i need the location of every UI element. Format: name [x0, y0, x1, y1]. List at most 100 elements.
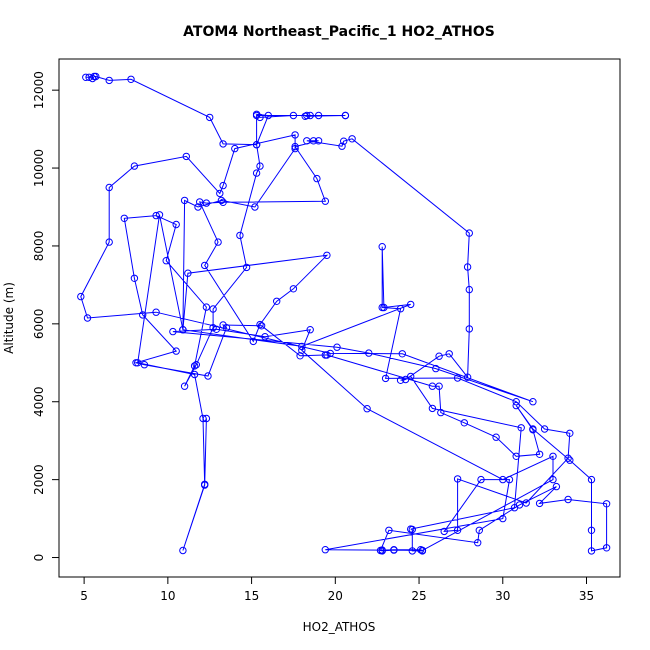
data-point	[77, 292, 85, 301]
y-tick-label: 10000	[32, 149, 46, 187]
data-point	[179, 546, 187, 555]
data-point	[321, 197, 329, 205]
data-point	[602, 500, 611, 508]
data-point	[155, 211, 164, 219]
data-point	[252, 141, 261, 149]
data-point	[298, 346, 306, 354]
data-point	[172, 220, 180, 229]
data-point	[289, 285, 298, 293]
data-point	[216, 189, 224, 198]
data-point	[139, 311, 147, 319]
data-point	[522, 499, 530, 507]
data-point	[463, 263, 472, 271]
data-point	[453, 526, 462, 534]
data-point	[152, 308, 160, 316]
data-point	[251, 203, 259, 211]
data-point	[587, 475, 596, 484]
data-point	[190, 362, 199, 370]
data-point	[602, 544, 611, 552]
data-point	[492, 433, 500, 441]
data-point	[301, 112, 309, 121]
data-point	[291, 131, 299, 139]
data-point	[408, 547, 416, 555]
data-point	[306, 326, 314, 334]
data-point	[140, 361, 149, 369]
data-point	[152, 211, 160, 220]
data-point	[390, 546, 398, 554]
data-point	[252, 111, 261, 120]
data-point	[169, 327, 177, 336]
data-point	[134, 359, 142, 367]
data-point	[340, 137, 348, 145]
data-point	[105, 238, 113, 246]
data-point	[552, 482, 561, 491]
data-point	[199, 414, 207, 423]
data-point	[257, 322, 266, 330]
data-point	[396, 376, 405, 384]
data-point	[190, 370, 199, 379]
data-point	[206, 113, 214, 122]
data-point	[127, 75, 135, 84]
data-point	[217, 196, 226, 205]
data-point	[192, 361, 201, 369]
data-point	[432, 364, 440, 373]
series-plot	[77, 72, 611, 555]
y-tick-label: 0	[32, 554, 46, 562]
x-tick-label: 30	[495, 589, 510, 603]
data-point	[214, 238, 222, 246]
data-point	[202, 414, 211, 423]
data-point	[105, 183, 113, 192]
data-point	[323, 251, 331, 260]
data-point	[219, 198, 227, 207]
data-point	[512, 401, 520, 410]
data-point	[120, 214, 129, 223]
y-tick-label: 4000	[32, 386, 46, 417]
data-point	[348, 135, 356, 143]
data-point	[172, 347, 180, 355]
data-point	[212, 325, 221, 333]
data-point	[130, 162, 139, 170]
data-point	[463, 373, 472, 381]
x-tick-label: 15	[244, 589, 259, 603]
data-point	[291, 142, 299, 151]
data-point	[252, 169, 261, 177]
data-point	[549, 452, 557, 460]
data-point	[477, 475, 485, 484]
data-point	[407, 525, 415, 533]
data-point	[204, 372, 212, 380]
chart-title: ATOM4 Northeast_Pacific_1 HO2_ATHOS	[183, 24, 495, 40]
data-point	[529, 398, 537, 406]
data-point	[465, 325, 473, 333]
data-point	[418, 546, 427, 555]
data-point	[92, 72, 100, 81]
data-point	[428, 404, 437, 413]
data-point	[209, 305, 217, 313]
data-point	[564, 454, 572, 462]
data-point	[83, 314, 92, 322]
data-point	[440, 527, 448, 536]
data-point	[407, 300, 415, 309]
series-line	[80, 76, 608, 552]
data-point	[365, 349, 373, 357]
data-point	[499, 514, 507, 523]
data-point	[398, 350, 406, 358]
data-point	[289, 111, 298, 120]
data-point	[256, 162, 264, 170]
data-point	[180, 196, 189, 205]
data-point	[261, 333, 269, 341]
data-point	[510, 504, 519, 512]
data-point	[333, 343, 341, 351]
data-point	[535, 499, 544, 508]
data-point	[401, 375, 410, 384]
data-point	[180, 382, 189, 390]
data-point	[321, 546, 329, 554]
data-point	[256, 320, 264, 329]
data-point	[378, 546, 386, 554]
data-point	[499, 475, 507, 484]
data-point	[242, 263, 251, 272]
data-point	[202, 303, 211, 311]
data-point	[535, 450, 544, 458]
data-point	[453, 475, 462, 483]
data-point	[202, 199, 211, 207]
